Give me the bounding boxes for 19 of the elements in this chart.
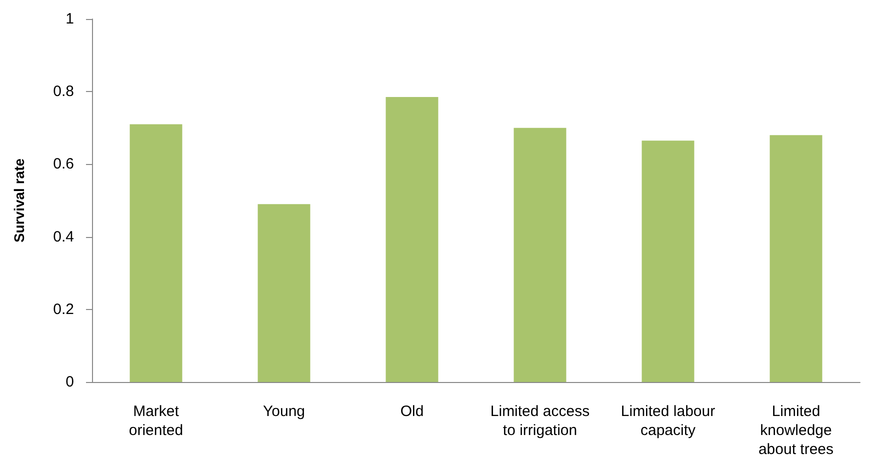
x-tick-label: Limited knowledge about trees <box>758 403 834 458</box>
y-axis-title: Survival rate <box>11 158 27 243</box>
y-tick-label: 0.8 <box>53 83 74 100</box>
y-tick-label: 0 <box>66 374 74 390</box>
x-tick-label: Old <box>400 403 424 420</box>
x-tick-label: Limited labour capacity <box>620 403 716 439</box>
x-tick-label: Market oriented <box>128 403 184 439</box>
bar <box>770 135 822 382</box>
x-tick-label: Limited access to irrigation <box>490 403 590 439</box>
y-tick-label: 0.4 <box>53 228 74 246</box>
x-tick-label: Young <box>263 403 305 420</box>
y-tick-label: 1 <box>66 10 74 28</box>
bar <box>258 204 310 382</box>
bar <box>130 124 182 382</box>
bar <box>386 97 438 382</box>
bar <box>642 140 694 382</box>
y-tick-label: 0.6 <box>53 156 74 173</box>
bar <box>514 128 566 382</box>
y-tick-label: 0.2 <box>53 300 74 318</box>
